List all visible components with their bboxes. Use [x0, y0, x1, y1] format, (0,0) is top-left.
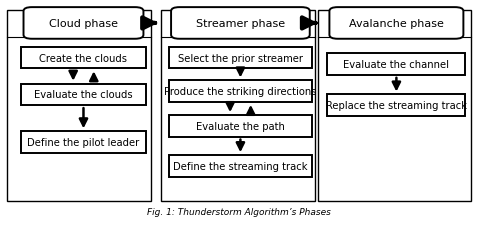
Text: Select the prior streamer: Select the prior streamer — [178, 53, 303, 63]
Text: Evaluate the path: Evaluate the path — [196, 121, 285, 131]
FancyBboxPatch shape — [327, 54, 466, 76]
Text: Create the clouds: Create the clouds — [40, 53, 128, 63]
Text: Define the pilot leader: Define the pilot leader — [27, 138, 140, 147]
Text: Evaluate the channel: Evaluate the channel — [343, 60, 449, 70]
FancyBboxPatch shape — [329, 8, 463, 39]
Text: Evaluate the clouds: Evaluate the clouds — [34, 90, 133, 100]
FancyBboxPatch shape — [327, 95, 466, 117]
FancyBboxPatch shape — [318, 11, 471, 201]
Text: Cloud phase: Cloud phase — [49, 19, 118, 29]
Text: Produce the striking directions: Produce the striking directions — [164, 87, 316, 97]
FancyBboxPatch shape — [169, 155, 312, 177]
FancyBboxPatch shape — [22, 48, 145, 69]
FancyBboxPatch shape — [22, 132, 145, 153]
FancyBboxPatch shape — [23, 8, 143, 39]
FancyBboxPatch shape — [22, 84, 145, 106]
Text: Avalanche phase: Avalanche phase — [349, 19, 444, 29]
FancyBboxPatch shape — [161, 11, 315, 201]
FancyBboxPatch shape — [171, 8, 310, 39]
FancyBboxPatch shape — [7, 11, 152, 201]
FancyBboxPatch shape — [169, 116, 312, 137]
FancyBboxPatch shape — [169, 48, 312, 69]
Text: Fig. 1: Thunderstorm Algorithm’s Phases: Fig. 1: Thunderstorm Algorithm’s Phases — [147, 207, 331, 216]
Text: Define the streaming track: Define the streaming track — [173, 161, 308, 171]
Text: Replace the streaming track: Replace the streaming track — [326, 101, 467, 111]
Text: Streamer phase: Streamer phase — [196, 19, 285, 29]
FancyBboxPatch shape — [169, 81, 312, 103]
